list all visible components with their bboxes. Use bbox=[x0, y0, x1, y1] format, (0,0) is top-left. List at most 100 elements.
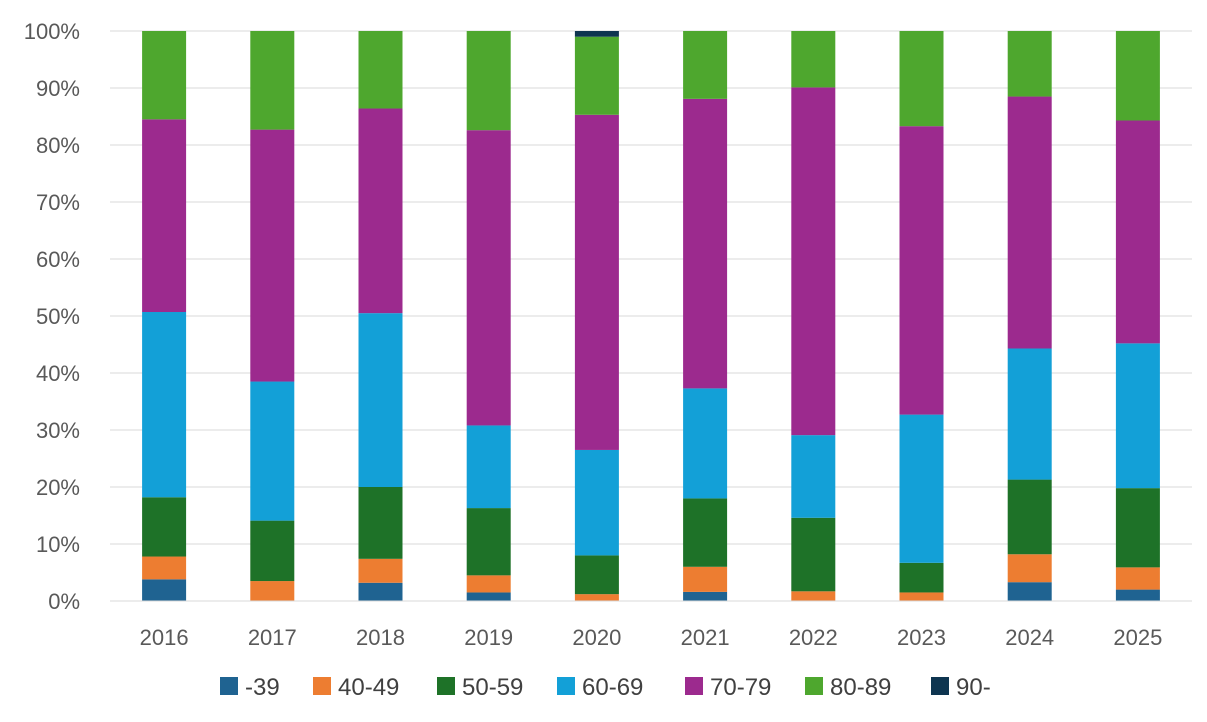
y-tick-label: 60% bbox=[36, 247, 80, 272]
bar-segment-4049-2020 bbox=[574, 594, 619, 601]
bar-segment-7079-2023 bbox=[899, 126, 944, 415]
legend-item: 90- bbox=[931, 674, 991, 701]
bar-segment-4049-2022 bbox=[791, 591, 836, 601]
y-tick-label: 90% bbox=[36, 76, 80, 101]
bar-segment-5059-2021 bbox=[683, 498, 728, 567]
bar-segment-6069-2024 bbox=[1007, 348, 1052, 480]
x-tick-label: 2017 bbox=[248, 625, 297, 650]
bar-segment-4049-2021 bbox=[683, 566, 728, 592]
y-axis-tick-labels: 0% 10% 20% 30% 40% 50% 60% 70% 80% 90% 100% bbox=[24, 19, 80, 614]
legend-swatch bbox=[805, 677, 823, 695]
bar-segment-39-2018 bbox=[358, 582, 403, 601]
bar-stack-2023 bbox=[899, 31, 944, 601]
bar-segment-8089-2025 bbox=[1115, 31, 1160, 121]
bar-stack-2016 bbox=[142, 31, 187, 601]
bars bbox=[142, 31, 1160, 601]
legend-label: -39 bbox=[245, 674, 280, 701]
bar-stack-2019 bbox=[466, 31, 511, 601]
legend: -39 40-49 50-59 60-69 70-79 80-89 90- bbox=[220, 674, 991, 701]
bar-segment-7079-2024 bbox=[1007, 96, 1052, 349]
bar-segment-8089-2016 bbox=[142, 31, 187, 120]
bar-segment-6069-2016 bbox=[142, 312, 187, 498]
bar-segment-8089-2024 bbox=[1007, 31, 1052, 97]
legend-item: -39 bbox=[220, 674, 280, 701]
x-tick-label: 2021 bbox=[681, 625, 730, 650]
x-tick-label: 2018 bbox=[356, 625, 405, 650]
bar-segment-6069-2018 bbox=[358, 313, 403, 487]
bar-segment-4049-2019 bbox=[466, 575, 511, 593]
legend-label: 90- bbox=[956, 674, 991, 701]
bar-segment-6069-2020 bbox=[574, 449, 619, 556]
x-tick-label: 2025 bbox=[1113, 625, 1162, 650]
bar-segment-5059-2025 bbox=[1115, 488, 1160, 568]
y-tick-label: 50% bbox=[36, 304, 80, 329]
bar-segment-7079-2021 bbox=[683, 98, 728, 389]
bar-segment-6069-2025 bbox=[1115, 343, 1160, 489]
bar-segment-8089-2017 bbox=[250, 31, 295, 130]
x-axis-tick-labels: 2016 2017 2018 2019 2020 2021 2022 2023 2024 2025 bbox=[140, 625, 1163, 650]
bar-segment-39-2021 bbox=[683, 591, 728, 601]
bar-segment-7079-2020 bbox=[574, 114, 619, 450]
legend-label: 60-69 bbox=[582, 674, 643, 701]
legend-item: 80-89 bbox=[805, 674, 891, 701]
bar-segment-5059-2017 bbox=[250, 520, 295, 582]
y-tick-label: 30% bbox=[36, 418, 80, 443]
bar-segment-39-2019 bbox=[466, 592, 511, 601]
bar-stack-2025 bbox=[1115, 31, 1160, 601]
bar-segment-5059-2020 bbox=[574, 555, 619, 595]
bar-segment-5059-2018 bbox=[358, 487, 403, 559]
bar-stack-2020 bbox=[574, 31, 619, 601]
x-tick-label: 2016 bbox=[140, 625, 189, 650]
y-tick-label: 40% bbox=[36, 361, 80, 386]
bar-segment-90-2020 bbox=[574, 31, 619, 37]
x-tick-label: 2023 bbox=[897, 625, 946, 650]
bar-segment-6069-2017 bbox=[250, 381, 295, 521]
y-tick-label: 80% bbox=[36, 133, 80, 158]
bar-stack-2018 bbox=[358, 31, 403, 601]
bar-segment-4049-2025 bbox=[1115, 567, 1160, 590]
bar-segment-4049-2023 bbox=[899, 592, 944, 601]
bar-segment-5059-2016 bbox=[142, 497, 187, 557]
legend-swatch bbox=[685, 677, 703, 695]
bar-stack-2021 bbox=[683, 31, 728, 601]
bar-segment-7079-2019 bbox=[466, 130, 511, 426]
legend-item: 70-79 bbox=[685, 674, 771, 701]
bar-segment-6069-2023 bbox=[899, 414, 944, 563]
bar-segment-5059-2024 bbox=[1007, 479, 1052, 555]
bar-stack-2017 bbox=[250, 31, 295, 601]
legend-swatch bbox=[313, 677, 331, 695]
bar-segment-8089-2019 bbox=[466, 31, 511, 131]
y-tick-label: 20% bbox=[36, 475, 80, 500]
bar-segment-7079-2022 bbox=[791, 87, 836, 436]
x-tick-label: 2019 bbox=[464, 625, 513, 650]
bar-segment-5059-2023 bbox=[899, 562, 944, 593]
bar-segment-7079-2017 bbox=[250, 129, 295, 382]
bar-segment-8089-2020 bbox=[574, 36, 619, 115]
bar-segment-4049-2016 bbox=[142, 556, 187, 580]
bar-segment-8089-2018 bbox=[358, 31, 403, 109]
bar-segment-7079-2025 bbox=[1115, 120, 1160, 344]
bar-stack-2024 bbox=[1007, 31, 1052, 601]
bar-segment-6069-2019 bbox=[466, 425, 511, 509]
bar-segment-8089-2022 bbox=[791, 31, 836, 88]
legend-item: 40-49 bbox=[313, 674, 399, 701]
legend-label: 80-89 bbox=[830, 674, 891, 701]
bar-segment-6069-2022 bbox=[791, 435, 836, 518]
legend-swatch bbox=[437, 677, 455, 695]
bar-segment-4049-2018 bbox=[358, 558, 403, 583]
x-tick-label: 2022 bbox=[789, 625, 838, 650]
bar-stack-2022 bbox=[791, 31, 836, 601]
x-tick-label: 2020 bbox=[572, 625, 621, 650]
bar-segment-4049-2024 bbox=[1007, 554, 1052, 583]
bar-segment-39-2025 bbox=[1115, 589, 1160, 601]
legend-swatch bbox=[220, 677, 238, 695]
bar-segment-8089-2023 bbox=[899, 31, 944, 127]
y-tick-label: 0% bbox=[48, 589, 80, 614]
bar-segment-39-2024 bbox=[1007, 582, 1052, 601]
legend-swatch bbox=[931, 677, 949, 695]
x-tick-label: 2024 bbox=[1005, 625, 1054, 650]
y-tick-label: 10% bbox=[36, 532, 80, 557]
legend-label: 50-59 bbox=[462, 674, 523, 701]
bar-segment-8089-2021 bbox=[683, 31, 728, 99]
